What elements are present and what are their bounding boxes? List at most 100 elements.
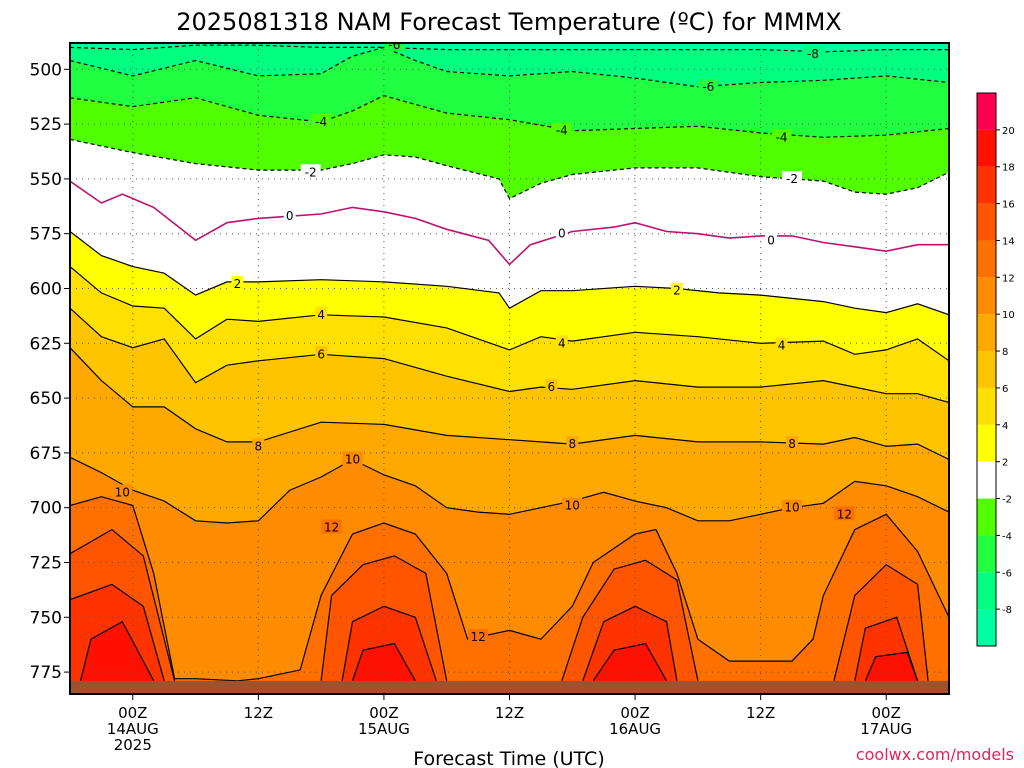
contour-label-bg — [555, 225, 568, 240]
y-tick-label: 675 — [30, 444, 62, 464]
contour-label-8: 8 — [788, 437, 796, 451]
colorbar-swatch — [977, 166, 996, 204]
contour-label-12: 12 — [837, 507, 852, 521]
contour-label--6: -6 — [388, 38, 400, 52]
contour-line-12 — [70, 496, 949, 682]
colorbar-swatch — [977, 572, 996, 610]
contour-label-bg — [775, 337, 788, 352]
colorbar-tick-label: 6 — [1002, 384, 1008, 395]
x-axis-label: Forecast Time (UTC) — [413, 748, 604, 768]
colorbar-tick-label: 14 — [1002, 236, 1015, 247]
contour-label-bg — [315, 306, 328, 321]
contour-label-bg — [252, 438, 265, 453]
colorbar-swatch — [977, 277, 996, 315]
contour-label-bg — [562, 497, 583, 512]
contour-label-2: 2 — [234, 277, 242, 291]
contour-line-18 — [79, 620, 155, 682]
colorbar-swatch — [977, 498, 996, 536]
y-tick-label: 600 — [30, 279, 62, 299]
contour-label-bg — [468, 629, 489, 644]
contour-label-10: 10 — [115, 485, 130, 499]
x-tick-label: 16AUG — [609, 720, 661, 738]
colorbar-frame — [976, 92, 997, 647]
colorbar-tick-label: 16 — [1002, 200, 1015, 211]
colorbar-tick-label: -6 — [1002, 568, 1012, 579]
contour-label-6: 6 — [548, 380, 556, 394]
contour-label-10: 10 — [565, 498, 580, 512]
contour-label-bg — [112, 484, 133, 499]
y-tick-label: 625 — [30, 334, 62, 354]
colorbar-swatch — [977, 351, 996, 388]
contour-label-bg — [834, 506, 855, 521]
contour-label-bg — [321, 519, 342, 534]
chart-title: 2025081318 NAM Forecast Temperature (ºC)… — [176, 8, 841, 36]
x-tick-label: 00Z — [118, 704, 147, 722]
colorbar-tick-label: -8 — [1002, 605, 1012, 616]
contour-label-bg — [315, 346, 328, 361]
contour-label--2: -2 — [305, 165, 317, 179]
contour-label-bg — [786, 436, 799, 451]
y-tick-label: 700 — [30, 499, 62, 519]
contour-line-6 — [70, 307, 949, 404]
colorbar-tick-label: 10 — [1002, 310, 1015, 321]
contour-label--2: -2 — [786, 172, 798, 186]
colorbar-swatch — [977, 424, 996, 462]
contour-line-18 — [351, 642, 416, 682]
contour-label-bg — [311, 113, 332, 128]
x-tick-label: 00Z — [872, 704, 901, 722]
contour-label--4: -4 — [776, 130, 788, 144]
contour-line--2 — [70, 138, 949, 200]
contour-line-16 — [341, 605, 437, 681]
contour-label-12: 12 — [324, 520, 339, 534]
y-tick-label: 650 — [30, 389, 62, 409]
y-tick-label: 775 — [30, 663, 62, 683]
x-tick-label: 12Z — [495, 704, 524, 722]
x-tick-label: 00Z — [369, 704, 398, 722]
x-tick-label: 00Z — [620, 704, 649, 722]
colorbar-tick-label: 12 — [1002, 273, 1015, 284]
x-tick-label: 15AUG — [358, 720, 410, 738]
x-tick-label: 12Z — [746, 704, 775, 722]
contour-line--6 — [70, 46, 949, 88]
colorbar-swatch — [977, 314, 996, 352]
colorbar-legend: -8 -6 -4 -2 2 4 6 8 10 12 14 16 18 20 — [976, 92, 1015, 647]
contour-line-16 — [582, 605, 678, 682]
contour-line-16 — [70, 583, 165, 681]
contour-line-14 — [561, 559, 699, 681]
contour-label-2: 2 — [673, 284, 681, 298]
x-tick-label: 14AUG — [107, 720, 159, 738]
contour-label-bg — [384, 43, 405, 52]
colorbar-swatch — [977, 240, 996, 278]
colorbar-tick-label: 20 — [1002, 126, 1015, 137]
contour-label-6: 6 — [317, 347, 325, 361]
x-tick-label: 12Z — [244, 704, 273, 722]
contour-label-4: 4 — [778, 338, 786, 352]
contour-line-18 — [592, 642, 668, 682]
temperature-band-18 — [80, 621, 154, 694]
credit-text: coolwx.com/models — [856, 745, 1014, 764]
contour-label--4: -4 — [556, 124, 568, 138]
colorbar-swatch — [977, 93, 996, 130]
ground-below-surface — [70, 680, 949, 694]
contour-label-8: 8 — [255, 439, 263, 453]
contour-line-0 — [70, 180, 949, 266]
contour-line-8 — [70, 347, 949, 461]
plot-area: -8 -6 -6 -4 -4 -4 -2 -2 0 0 0 2 2 4 4 4 6 6 8 8 8 10 10 10 10 12 1… — [70, 38, 949, 694]
colorbar-tick-label: 4 — [1002, 421, 1008, 432]
contour-label-bg — [566, 436, 579, 451]
contour-label-bg — [231, 276, 244, 291]
contour-label-bg — [698, 78, 719, 93]
contour-label-bg — [545, 379, 558, 394]
y-tick-label: 725 — [30, 553, 62, 573]
y-tick-label: 525 — [30, 115, 62, 135]
contour-label-4: 4 — [558, 336, 566, 350]
contour-label-bg — [782, 170, 803, 185]
contour-line-16 — [854, 616, 919, 681]
contour-label--4: -4 — [315, 115, 327, 129]
x-tick-label: 17AUG — [860, 720, 912, 738]
contour-label-bg — [300, 164, 321, 179]
contour-label-10: 10 — [784, 501, 799, 515]
colorbar-swatch — [977, 609, 996, 646]
colorbar-tick-label: -2 — [1002, 495, 1012, 506]
x-tick-label: 2025 — [114, 736, 152, 754]
